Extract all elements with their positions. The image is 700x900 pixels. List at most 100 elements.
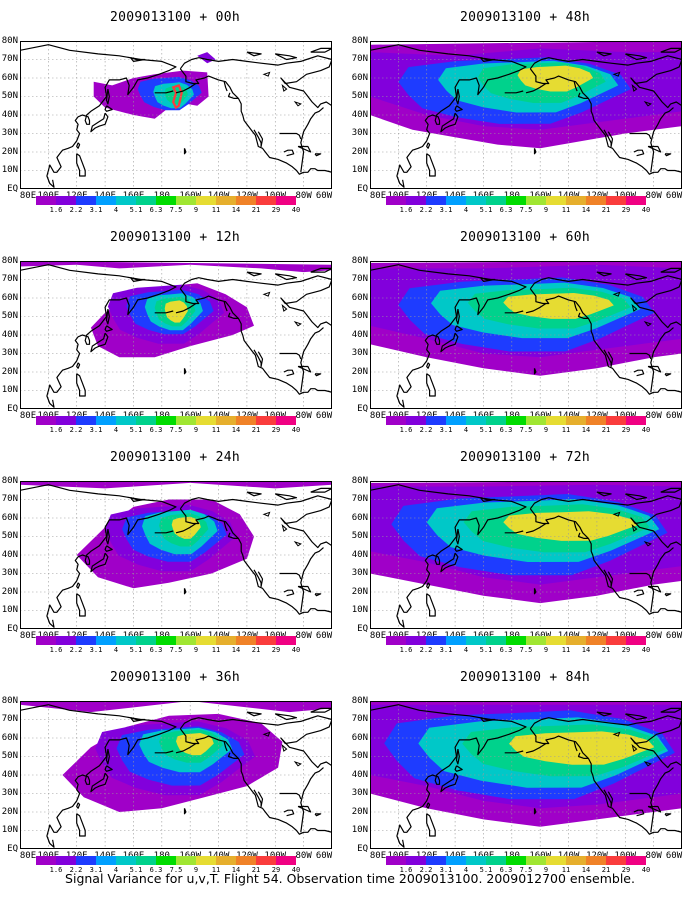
coastline xyxy=(440,332,459,353)
map-plot xyxy=(20,41,332,189)
colorbar-swatch xyxy=(566,856,586,865)
lat-tick-label: 50N xyxy=(1,311,18,321)
coastline xyxy=(223,301,228,312)
colorbar: 1.6 2.2 3.1 4 5.1 6.3 7.5 9 11 14 21 29 40 xyxy=(36,196,300,220)
lat-tick-label: 70N xyxy=(1,714,18,724)
coastline xyxy=(480,277,496,282)
colorbar-label: 1.6 xyxy=(49,646,63,654)
coastline xyxy=(426,593,436,617)
colorbar-label: 40 xyxy=(641,646,651,654)
panel-title: 2009013100 + 36h xyxy=(109,670,241,685)
coastline xyxy=(529,275,682,329)
lat-tick-label: EQ xyxy=(7,623,18,634)
colorbar-swatch xyxy=(406,196,426,205)
coastline xyxy=(647,145,662,153)
colorbar-swatch xyxy=(606,636,626,645)
latitude-labels: 80N 70N 60N 50N 40N 30N 20N 10N EQ xyxy=(0,476,20,633)
lake-outline xyxy=(643,761,652,767)
lon-tick-label: 60W xyxy=(315,411,333,421)
map-panel-60h: 2009013100 + 60h 80N 70N 60N 50N 40N 30N 20N 10N… xyxy=(350,220,700,442)
colorbar-label: 29 xyxy=(271,866,281,874)
colorbar-swatch xyxy=(386,416,406,425)
coastline xyxy=(283,589,295,597)
coastline xyxy=(533,148,537,155)
lon-tick-label: 80W xyxy=(645,191,662,201)
colorbar-label: 9 xyxy=(193,646,199,654)
colorbar-label: 4 xyxy=(463,646,469,654)
lon-tick-label: 60W xyxy=(665,411,683,421)
lat-tick-label: 60N xyxy=(1,512,18,523)
lat-tick-label: 60N xyxy=(351,72,368,83)
map-panel-00h: 2009013100 + 00h 80N 70N 60N 50N 40N 30N 20N 10N… xyxy=(0,0,350,222)
coastline xyxy=(279,352,302,360)
coastline xyxy=(76,593,86,617)
colorbar-swatch xyxy=(236,416,256,425)
coastline xyxy=(573,301,578,312)
coastline xyxy=(310,47,332,53)
colorbar-label: 1.6 xyxy=(49,866,63,874)
coastline xyxy=(660,487,682,493)
colorbar-label: 3.1 xyxy=(89,426,103,434)
coastline xyxy=(370,704,527,848)
coastline xyxy=(246,491,262,497)
map-plot xyxy=(370,481,682,629)
colorbar-swatch xyxy=(276,636,296,645)
coastline xyxy=(105,308,110,325)
colorbar-label: 6.3 xyxy=(499,646,513,654)
lon-tick-label: 60W xyxy=(665,631,683,641)
colorbar-swatch xyxy=(56,636,76,645)
lake-outline xyxy=(262,511,271,517)
colorbar-swatch xyxy=(276,196,296,205)
lat-tick-label: 80N xyxy=(1,695,18,706)
lat-tick-label: 40N xyxy=(1,109,18,120)
colorbar-label: 7.5 xyxy=(519,646,533,654)
coastline xyxy=(130,717,146,722)
colorbar-swatch xyxy=(506,196,526,205)
colorbar-label: 3.1 xyxy=(439,646,453,654)
lon-tick-label: 80E xyxy=(369,191,387,201)
coastline xyxy=(440,552,459,573)
coastline xyxy=(175,523,197,534)
lat-tick-label: 20N xyxy=(351,806,368,817)
coastline xyxy=(179,68,332,175)
lake-outline xyxy=(612,731,621,737)
colorbar-label: 2.2 xyxy=(419,866,433,874)
colorbar-swatch xyxy=(156,196,176,205)
map-plot xyxy=(370,701,682,849)
colorbar-label: 11 xyxy=(561,426,571,434)
colorbar-label: 4 xyxy=(113,646,119,654)
colorbar-swatch xyxy=(96,196,116,205)
coastline xyxy=(504,530,524,534)
coastline xyxy=(370,264,527,408)
variance-contour-fill xyxy=(503,511,637,541)
colorbar: 1.6 2.2 3.1 4 5.1 6.3 7.5 9 11 14 21 29 40 xyxy=(386,196,650,220)
colorbar-label: 4 xyxy=(113,866,119,874)
coastline xyxy=(183,808,187,815)
figure-caption: Signal Variance for u,v,T. Flight 54. Ob… xyxy=(65,871,635,886)
coastline xyxy=(179,728,332,835)
coastline xyxy=(454,765,463,772)
coastline xyxy=(175,303,197,314)
coastline xyxy=(629,572,652,580)
coastline xyxy=(310,267,332,273)
colorbar-label: 5.1 xyxy=(129,866,143,874)
colorbar-swatch xyxy=(546,196,566,205)
coastline xyxy=(314,593,322,597)
colorbar-label: 1.6 xyxy=(399,866,413,874)
colorbar-label: 4 xyxy=(113,426,119,434)
colorbar-label: 29 xyxy=(271,206,281,214)
coastline xyxy=(223,521,228,532)
coastline xyxy=(529,495,682,549)
variance-contour-fill xyxy=(20,261,332,273)
map-frame xyxy=(20,41,332,189)
coastline xyxy=(480,497,496,502)
coastline xyxy=(525,743,547,754)
lake-outline xyxy=(631,303,638,312)
coastline xyxy=(297,585,312,593)
coastline xyxy=(90,552,109,573)
coastline xyxy=(650,107,674,173)
colorbar-label: 11 xyxy=(561,206,571,214)
colorbar-swatch xyxy=(606,196,626,205)
coastline xyxy=(426,142,431,149)
colorbar-swatch xyxy=(136,416,156,425)
